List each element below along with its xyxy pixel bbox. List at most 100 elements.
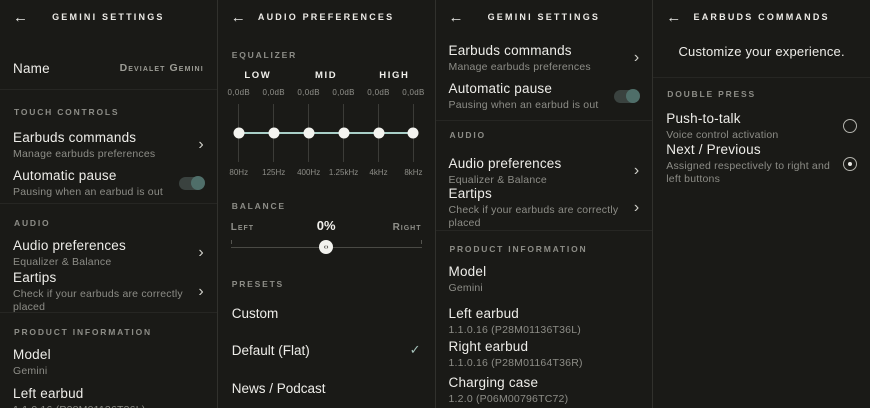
band-slider[interactable]: [233, 104, 245, 162]
chevron-right-icon: ›: [198, 136, 204, 153]
audio-preferences-row[interactable]: Audio preferences Equalizer & Balance ›: [0, 237, 217, 269]
left-earbud-row: Left earbud 1.1.0.16 (P28M01136T36L): [0, 385, 217, 408]
automatic-pause-toggle[interactable]: [614, 89, 641, 103]
header: ← AUDIO PREFERENCES: [218, 2, 435, 32]
section-equalizer: EQUALIZER: [231, 50, 298, 60]
page-title: GEMINI SETTINGS: [487, 12, 601, 22]
equalizer-group-labels: LOW MID HIGH: [218, 70, 435, 81]
check-icon: ✓: [409, 342, 421, 357]
preset-label: Default (Flat): [231, 342, 310, 358]
preset-news-podcast[interactable]: News / Podcast: [218, 380, 435, 396]
audio-preferences-row[interactable]: Audio preferences Equalizer & Balance ›: [436, 155, 653, 187]
band-slider[interactable]: [338, 104, 350, 162]
balance-slider[interactable]: ‹›: [230, 234, 422, 260]
balance-value: 0%: [316, 218, 336, 233]
row-title: Audio preferences: [448, 155, 562, 171]
preset-default-flat[interactable]: Default (Flat) ✓: [218, 342, 435, 358]
name-label: Name: [13, 60, 50, 76]
section-product-information: PRODUCT INFORMATION: [449, 244, 588, 254]
automatic-pause-row: Automatic pause Pausing when an earbud i…: [0, 167, 217, 199]
back-arrow-icon[interactable]: ←: [230, 8, 246, 26]
slider-handle[interactable]: [303, 127, 315, 139]
back-arrow-icon[interactable]: ←: [13, 8, 28, 26]
section-touch-controls: TOUCH CONTROLS: [14, 107, 120, 117]
row-value: 1.1.0.16 (P28M01164T36R): [448, 356, 583, 369]
section-double-press: DOUBLE PRESS: [667, 89, 756, 99]
option-push-to-talk[interactable]: Push-to-talk Voice control activation: [653, 110, 870, 142]
preset-label: News / Podcast: [231, 380, 326, 396]
row-title: Left earbud: [13, 385, 84, 401]
band-value: 0,0dB: [402, 88, 425, 97]
row-title: Eartips: [448, 186, 492, 201]
name-row[interactable]: Name Devialet Gemini: [0, 60, 217, 76]
balance-labels: Left 0% Right: [218, 218, 435, 233]
eartips-row[interactable]: Eartips Check if your earbuds are correc…: [0, 270, 217, 313]
section-presets: PRESETS: [231, 279, 285, 289]
band-slider[interactable]: [407, 104, 419, 162]
option-next-previous[interactable]: Next / Previous Assigned respectively to…: [653, 142, 870, 185]
option-title: Next / Previous: [666, 142, 761, 157]
slider-handle[interactable]: [233, 127, 245, 139]
section-divider: [653, 77, 870, 78]
back-arrow-icon[interactable]: ←: [666, 8, 682, 26]
band-value: 0,0dB: [332, 88, 355, 97]
row-subtitle: Manage earbuds preferences: [448, 60, 591, 73]
panel-gemini-settings-top: ← GEMINI SETTINGS Name Devialet Gemini T…: [0, 0, 217, 408]
band-frequency: 4kHz: [369, 168, 388, 177]
preset-custom[interactable]: Custom: [218, 305, 435, 321]
eartips-row[interactable]: Eartips Check if your earbuds are correc…: [436, 186, 653, 229]
earbuds-commands-row[interactable]: Earbuds commands Manage earbuds preferen…: [436, 42, 653, 74]
band-frequency: 1.25kHz: [328, 168, 359, 177]
header: ← GEMINI SETTINGS: [436, 2, 653, 32]
automatic-pause-toggle[interactable]: [178, 176, 205, 190]
toggle-knob: [190, 176, 205, 190]
group-mid: MID: [315, 70, 338, 81]
band-slider[interactable]: [303, 104, 315, 162]
slider-handle[interactable]: [268, 127, 280, 139]
radio-next-previous[interactable]: [843, 157, 857, 171]
band-value: 0,0dB: [262, 88, 285, 97]
band-slider[interactable]: [373, 104, 384, 162]
slider-handle[interactable]: [407, 127, 419, 139]
row-subtitle: Pausing when an earbud is out: [448, 98, 599, 111]
right-earbud-row: Right earbud 1.1.0.16 (P28M01164T36R): [436, 339, 653, 369]
row-value: Gemini: [448, 281, 483, 294]
earbuds-commands-row[interactable]: Earbuds commands Manage earbuds preferen…: [0, 129, 217, 161]
chevron-right-icon: ›: [633, 199, 640, 216]
panel-earbuds-commands: ← EARBUDS COMMANDS Customize your experi…: [652, 0, 870, 408]
balance-left-label: Left: [230, 222, 255, 233]
section-balance: BALANCE: [231, 201, 286, 211]
chevron-right-icon: ›: [633, 49, 640, 66]
row-value: 1.2.0 (P06M00796TC72): [448, 392, 569, 405]
page-title: EARBUDS COMMANDS: [693, 12, 830, 22]
back-arrow-icon[interactable]: ←: [448, 8, 464, 26]
balance-right-label: Right: [392, 222, 422, 233]
balance-handle[interactable]: ‹›: [319, 240, 334, 254]
balance-tick-left: [230, 240, 232, 244]
row-title: Model: [448, 263, 487, 279]
band-value: 0,0dB: [297, 88, 320, 97]
row-title: Automatic pause: [13, 167, 117, 183]
section-product-information: PRODUCT INFORMATION: [14, 327, 152, 337]
equalizer-connecting-line: [238, 132, 414, 134]
section-divider: [0, 203, 217, 204]
radio-push-to-talk[interactable]: [843, 119, 857, 133]
left-earbud-row: Left earbud 1.1.0.16 (P28M01136T36L): [436, 306, 653, 336]
slider-handle[interactable]: [338, 127, 350, 139]
chevron-right-icon: ›: [198, 244, 204, 261]
panel-gemini-settings-scrolled: ← GEMINI SETTINGS Earbuds commands Manag…: [434, 0, 653, 408]
section-divider: [0, 312, 217, 313]
toggle-knob: [626, 89, 641, 103]
band-slider[interactable]: [268, 104, 280, 162]
chevron-right-icon: ›: [633, 162, 640, 179]
equalizer: 0,0dB 80Hz 0,0dB 125Hz 0,0dB 400Hz 0,0dB…: [218, 88, 435, 178]
row-subtitle: Manage earbuds preferences: [13, 147, 156, 160]
row-subtitle: Check if your earbuds are correctly plac…: [448, 204, 619, 229]
row-value: Gemini: [13, 364, 48, 377]
group-high: HIGH: [379, 70, 410, 81]
band-value: 0,0dB: [367, 88, 390, 97]
eq-band-400hz: 0,0dB 400Hz: [294, 88, 324, 178]
row-value: 1.1.0.16 (P28M01136T36L): [13, 404, 204, 408]
slider-handle[interactable]: [373, 127, 384, 139]
